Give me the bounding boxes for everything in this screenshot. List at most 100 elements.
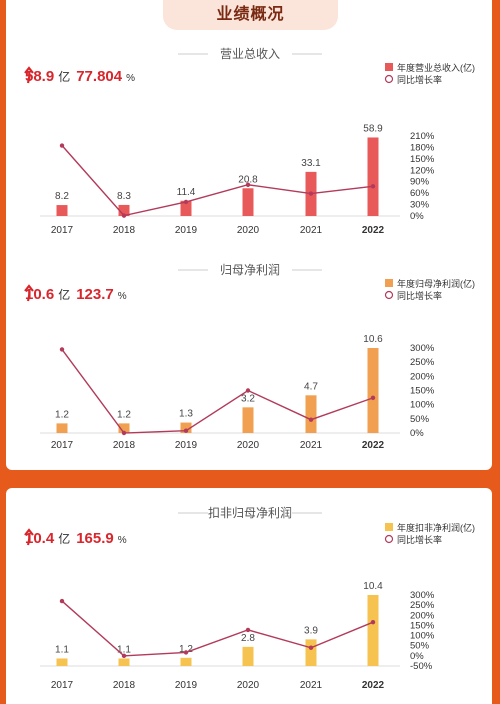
- deducted-profit-growth: 165.9: [76, 530, 114, 547]
- x-tick-label: 2018: [113, 225, 136, 236]
- growth-point-2018: [121, 430, 127, 436]
- bar-value-label: 33.1: [301, 158, 321, 169]
- x-tick-label: 2018: [113, 440, 136, 451]
- bar-value-label: 8.2: [55, 191, 69, 202]
- right-axis-tick: 300%: [410, 343, 435, 354]
- net-profit-growth-unit: %: [117, 291, 127, 302]
- bar-value-label: 8.3: [117, 191, 131, 202]
- bar-2021: [305, 395, 317, 433]
- deducted-profit-chart-section: 10.4 亿 165.9% 扣非归母净利润年度扣非净利润(亿) 同比增长率 1.1 1.1…: [0, 500, 500, 704]
- x-tick-label: 2020: [237, 225, 260, 236]
- deducted-profit-growth-unit: %: [117, 535, 127, 546]
- bar-2017: [56, 658, 68, 666]
- right-axis-tick: 90%: [410, 177, 430, 188]
- right-axis-tick: 0%: [410, 651, 424, 662]
- revenue-growth: 77.804: [76, 68, 123, 85]
- bar-2018: [118, 658, 130, 666]
- legend-bar-swatch: [385, 279, 393, 287]
- right-axis-tick: 180%: [410, 142, 435, 153]
- section-title: 归母净利润: [220, 263, 280, 277]
- bar-value-label: 1.1: [117, 644, 131, 655]
- right-axis-tick: 150%: [410, 620, 435, 631]
- right-axis-tick: 0%: [410, 211, 424, 222]
- right-axis-tick: 50%: [410, 414, 430, 425]
- right-axis-tick: 120%: [410, 165, 435, 176]
- growth-point-2017: [59, 598, 65, 604]
- right-axis-tick: 30%: [410, 200, 430, 211]
- deducted-profit-value-unit: 亿: [58, 532, 71, 546]
- growth-point-2021: [308, 191, 314, 196]
- bar-2019: [180, 422, 192, 433]
- bar-value-label: 2.8: [241, 633, 255, 644]
- bar-2017: [56, 423, 68, 433]
- legend-bar-label: 年度归母净利润(亿): [397, 278, 475, 289]
- right-axis-tick: 300%: [410, 590, 435, 601]
- x-tick-label: 2021: [300, 680, 323, 691]
- x-tick-label: 2019: [175, 680, 198, 691]
- growth-line: [61, 348, 374, 434]
- growth-point-2017: [59, 143, 65, 148]
- x-tick-label: 2017: [51, 225, 74, 236]
- bar-2020: [242, 646, 254, 666]
- growth-point-2021: [308, 645, 314, 650]
- bar-2022: [367, 595, 379, 666]
- bar-2022: [367, 137, 379, 216]
- deducted-profit-kpi: 10.4 亿 165.9%: [24, 528, 133, 548]
- x-tick-label: 2022: [362, 225, 385, 236]
- growth-point-2022: [370, 395, 376, 401]
- bar-value-label: 1.2: [117, 409, 131, 420]
- x-tick-label: 2021: [300, 225, 323, 236]
- growth-point-2018: [121, 653, 127, 659]
- bar-value-label: 58.9: [363, 123, 383, 134]
- growth-point-2019: [183, 428, 189, 433]
- bar-value-label: 10.6: [363, 334, 383, 345]
- growth-point-2020: [245, 182, 251, 187]
- x-tick-label: 2018: [113, 680, 136, 691]
- legend-line-label: 同比增长率: [397, 534, 442, 545]
- revenue-value-unit: 亿: [58, 70, 71, 84]
- legend-bar-label: 年度扣非净利润(亿): [397, 522, 475, 533]
- right-axis-tick: 50%: [410, 641, 430, 652]
- right-axis-tick: 100%: [410, 400, 435, 411]
- growth-point-2020: [245, 388, 251, 393]
- section-title: 营业总收入: [220, 47, 280, 61]
- right-axis-tick: 100%: [410, 631, 435, 642]
- bar-value-label: 3.2: [241, 393, 255, 404]
- section-title: 扣非归母净利润: [208, 506, 292, 520]
- growth-point-2022: [370, 184, 376, 189]
- x-tick-label: 2022: [362, 440, 385, 451]
- bar-value-label: 1.3: [179, 409, 193, 420]
- growth-point-2020: [245, 627, 251, 633]
- bar-2019: [180, 657, 192, 666]
- growth-point-2021: [308, 417, 314, 422]
- growth-point-2017: [59, 347, 65, 352]
- right-axis-tick: 250%: [410, 600, 435, 611]
- bar-2020: [242, 188, 254, 216]
- right-axis-tick: 150%: [410, 386, 435, 397]
- right-axis-tick: 0%: [410, 428, 424, 439]
- growth-point-2018: [121, 213, 127, 218]
- growth-line: [61, 145, 374, 217]
- bar-2018: [118, 423, 130, 433]
- growth-point-2019: [183, 199, 189, 205]
- right-axis-tick: 200%: [410, 371, 435, 382]
- bar-value-label: 11.4: [177, 187, 196, 198]
- card-panel-bottom: [6, 488, 492, 704]
- legend-line-marker: [384, 534, 394, 544]
- x-tick-label: 2021: [300, 440, 323, 451]
- bar-value-label: 1.2: [55, 409, 69, 420]
- legend-line-label: 同比增长率: [397, 74, 442, 85]
- bar-value-label: 10.4: [363, 581, 383, 592]
- revenue-kpi: 58.9 亿 77.804%: [24, 66, 141, 86]
- right-axis-tick: 150%: [410, 154, 435, 165]
- net-profit-chart-section: 10.6 亿 123.7% 归母净利润 年度归母净利润(亿) 同比增长率 1.2 1.2 1.…: [0, 258, 500, 458]
- x-tick-label: 2020: [237, 440, 260, 451]
- bar-value-label: 4.7: [304, 381, 318, 392]
- bar-value-label: 1.1: [55, 644, 69, 655]
- bar-2021: [305, 639, 317, 666]
- growth-line: [61, 600, 374, 657]
- bar-value-label: 20.8: [238, 174, 258, 185]
- revenue-growth-unit: %: [126, 73, 136, 84]
